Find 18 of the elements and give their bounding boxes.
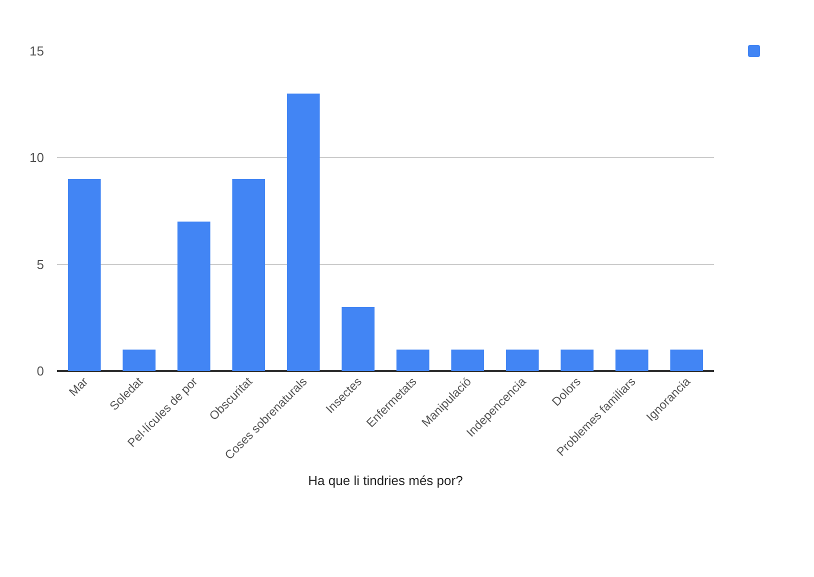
y-tick-label: 5 [36, 256, 44, 272]
bar [177, 222, 210, 371]
y-tick-label: 0 [36, 364, 44, 379]
bar [615, 350, 648, 371]
bar [122, 350, 156, 371]
x-tick-label: Mar [66, 374, 91, 399]
y-tick-label: 15 [30, 44, 44, 59]
bar [68, 179, 101, 371]
bar [560, 350, 594, 371]
y-tick-label: 10 [30, 150, 44, 166]
bar [670, 350, 704, 371]
bar [451, 350, 484, 371]
bar [286, 94, 320, 371]
bar [342, 307, 375, 371]
x-axis-title: Ha que li tindries més por? [308, 472, 463, 488]
bar [506, 350, 539, 371]
bar [232, 179, 266, 371]
bar [396, 350, 430, 371]
